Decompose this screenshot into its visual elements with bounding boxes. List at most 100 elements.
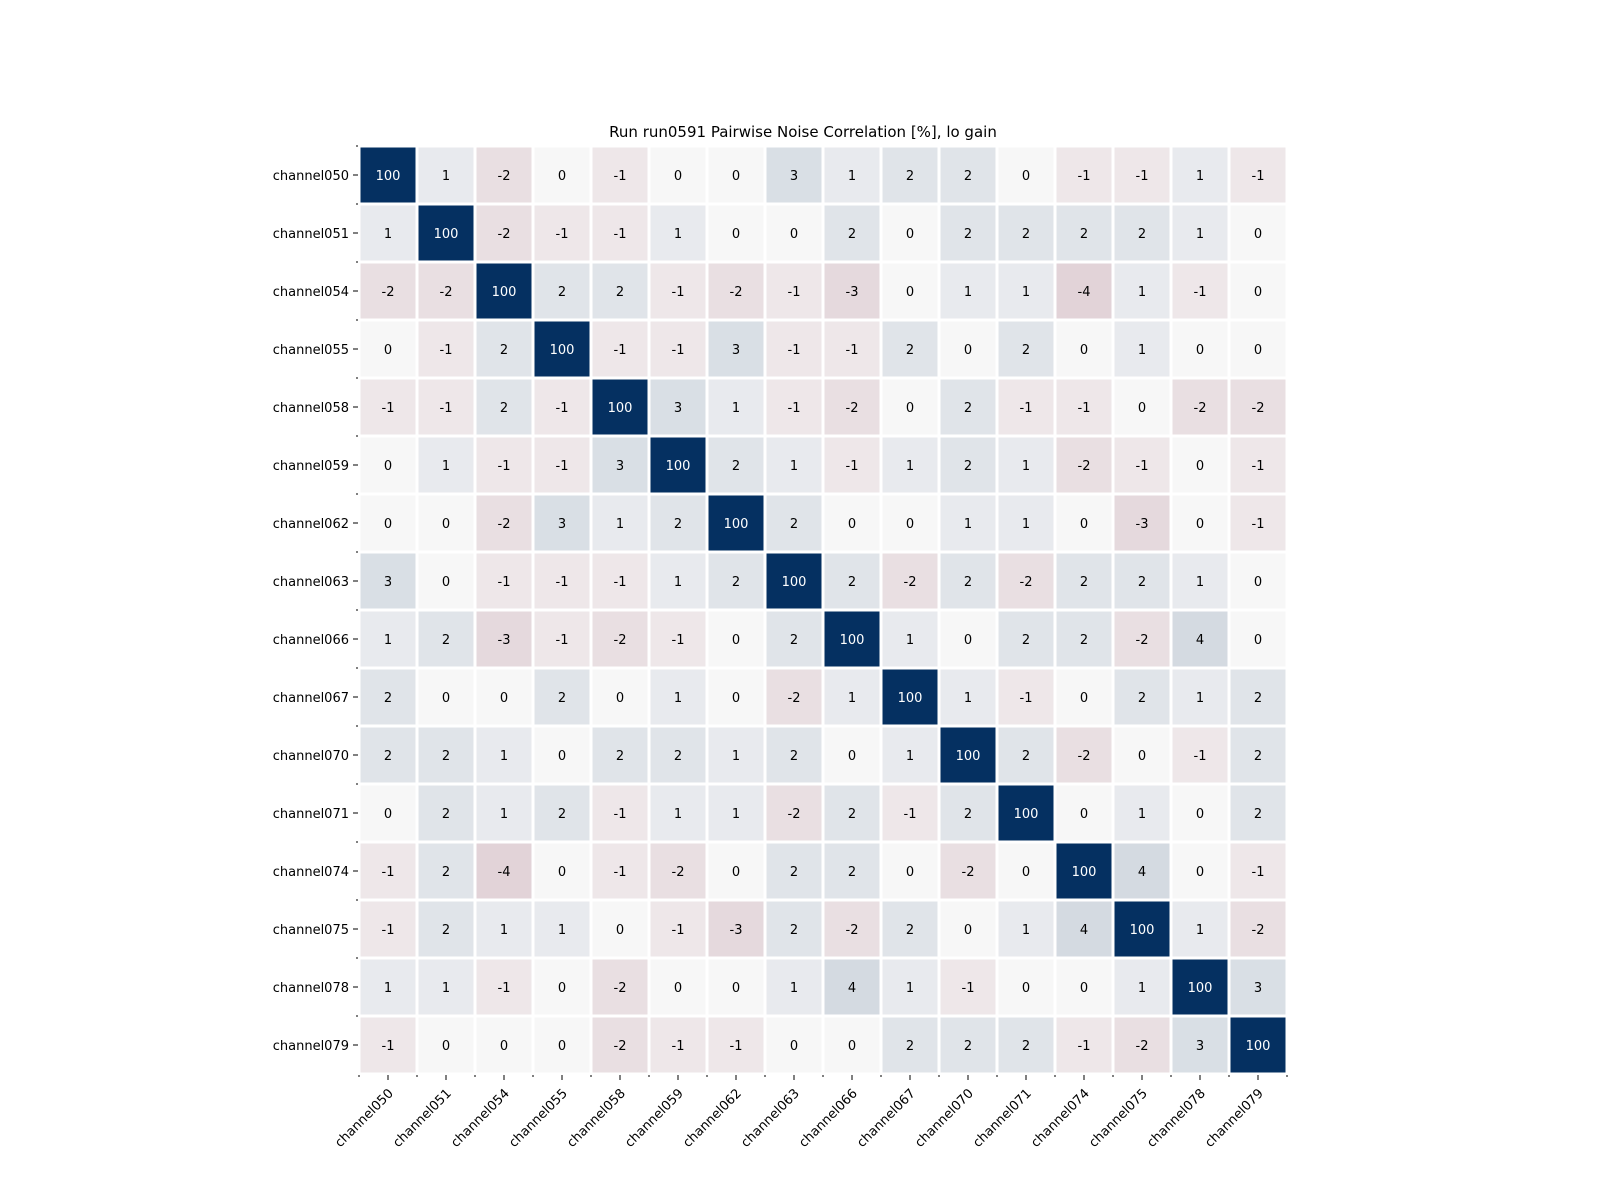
cell-value-label: 1 (558, 923, 566, 938)
cell-value-label: 0 (1022, 981, 1030, 996)
cell-value-label: 1 (384, 981, 392, 996)
cell-value-label: 1 (500, 749, 508, 764)
cell-value-label: 0 (1080, 343, 1088, 358)
heatmap-cell (360, 379, 416, 435)
heatmap-cell (592, 901, 648, 957)
cell-value-label: 2 (442, 749, 450, 764)
cell-value-label: 0 (1196, 865, 1204, 880)
cell-value-label: 0 (1138, 401, 1146, 416)
heatmap-cell (1230, 495, 1286, 551)
heatmap-cell (418, 843, 474, 899)
heatmap-cell (1114, 727, 1170, 783)
cell-value-label: 1 (1196, 691, 1204, 706)
heatmap-cell (1230, 1017, 1286, 1073)
heatmap-cell (1056, 843, 1112, 899)
heatmap-cell (882, 437, 938, 493)
heatmap-cell (1114, 785, 1170, 841)
heatmap-cell (882, 321, 938, 377)
cell-value-label: 3 (1196, 1039, 1204, 1054)
cell-value-label: 2 (384, 691, 392, 706)
cell-value-label: 0 (384, 343, 392, 358)
heatmap-cell (766, 611, 822, 667)
heatmap-cell (1114, 611, 1170, 667)
heatmap-cell (418, 379, 474, 435)
heatmap-cell (708, 901, 764, 957)
heatmap-cell (1114, 437, 1170, 493)
heatmap-cell (476, 147, 532, 203)
cell-value-label: 0 (906, 517, 914, 532)
cell-value-label: 3 (1254, 981, 1262, 996)
cell-value-label: 1 (732, 401, 740, 416)
heatmap-cell (476, 785, 532, 841)
heatmap-cell (1230, 205, 1286, 261)
cell-value-label: 0 (616, 691, 624, 706)
heatmap-cell (1056, 205, 1112, 261)
heatmap-cell (1230, 901, 1286, 957)
cell-value-label: 0 (442, 691, 450, 706)
heatmap-cell (766, 553, 822, 609)
heatmap-cell (360, 321, 416, 377)
cell-value-label: 0 (558, 749, 566, 764)
cell-value-label: -2 (904, 575, 917, 590)
cell-value-label: 0 (848, 1039, 856, 1054)
cell-value-label: -1 (556, 633, 569, 648)
cell-value-label: 100 (898, 691, 923, 706)
heatmap-cell (360, 1017, 416, 1073)
cell-value-label: -2 (1194, 401, 1207, 416)
y-tick-label: channel067 (273, 691, 349, 706)
cell-value-label: 1 (1022, 923, 1030, 938)
cell-value-label: -1 (672, 923, 685, 938)
cell-value-label: -2 (788, 807, 801, 822)
heatmap-cell (592, 611, 648, 667)
heatmap-cell (998, 437, 1054, 493)
heatmap-cell (534, 495, 590, 551)
heatmap-cell (360, 205, 416, 261)
heatmap-cell (360, 843, 416, 899)
heatmap-cell (476, 611, 532, 667)
heatmap-cell (998, 959, 1054, 1015)
heatmap-cell (1056, 147, 1112, 203)
cell-value-label: 1 (1022, 517, 1030, 532)
heatmap-cell (650, 205, 706, 261)
heatmap-cell (708, 959, 764, 1015)
cell-value-label: 2 (848, 227, 856, 242)
cell-value-label: 100 (550, 343, 575, 358)
heatmap-cell (418, 321, 474, 377)
cell-value-label: 0 (1196, 807, 1204, 822)
cell-value-label: 2 (906, 169, 914, 184)
cell-value-label: 1 (442, 169, 450, 184)
heatmap-cell (824, 321, 880, 377)
heatmap-cell (940, 147, 996, 203)
heatmap-cell (534, 669, 590, 725)
cell-value-label: 2 (1022, 633, 1030, 648)
cell-value-label: 100 (956, 749, 981, 764)
cell-value-label: 0 (558, 981, 566, 996)
cell-value-label: 1 (1138, 981, 1146, 996)
heatmap-cell (476, 1017, 532, 1073)
heatmap-cell (534, 611, 590, 667)
cell-value-label: 2 (1080, 227, 1088, 242)
heatmap-cell (1230, 727, 1286, 783)
heatmap-cell (1114, 901, 1170, 957)
cell-value-label: -1 (614, 169, 627, 184)
heatmap-cell (476, 669, 532, 725)
heatmap-cell (1056, 611, 1112, 667)
heatmap-cell (592, 205, 648, 261)
heatmap-cell (882, 959, 938, 1015)
heatmap-cell (592, 321, 648, 377)
cell-value-label: -1 (672, 633, 685, 648)
heatmap-cell (534, 379, 590, 435)
heatmap-cell (476, 843, 532, 899)
heatmap-cell (592, 785, 648, 841)
heatmap-cell (592, 495, 648, 551)
heatmap-cell (708, 611, 764, 667)
cell-value-label: 0 (732, 633, 740, 648)
heatmap-cell (534, 553, 590, 609)
heatmap-cell (534, 437, 590, 493)
cell-value-label: 2 (1138, 691, 1146, 706)
cell-value-label: 1 (1196, 575, 1204, 590)
cell-value-label: 0 (442, 1039, 450, 1054)
cell-value-label: -1 (1194, 285, 1207, 300)
cell-value-label: -1 (1136, 459, 1149, 474)
heatmap-cell (1114, 843, 1170, 899)
